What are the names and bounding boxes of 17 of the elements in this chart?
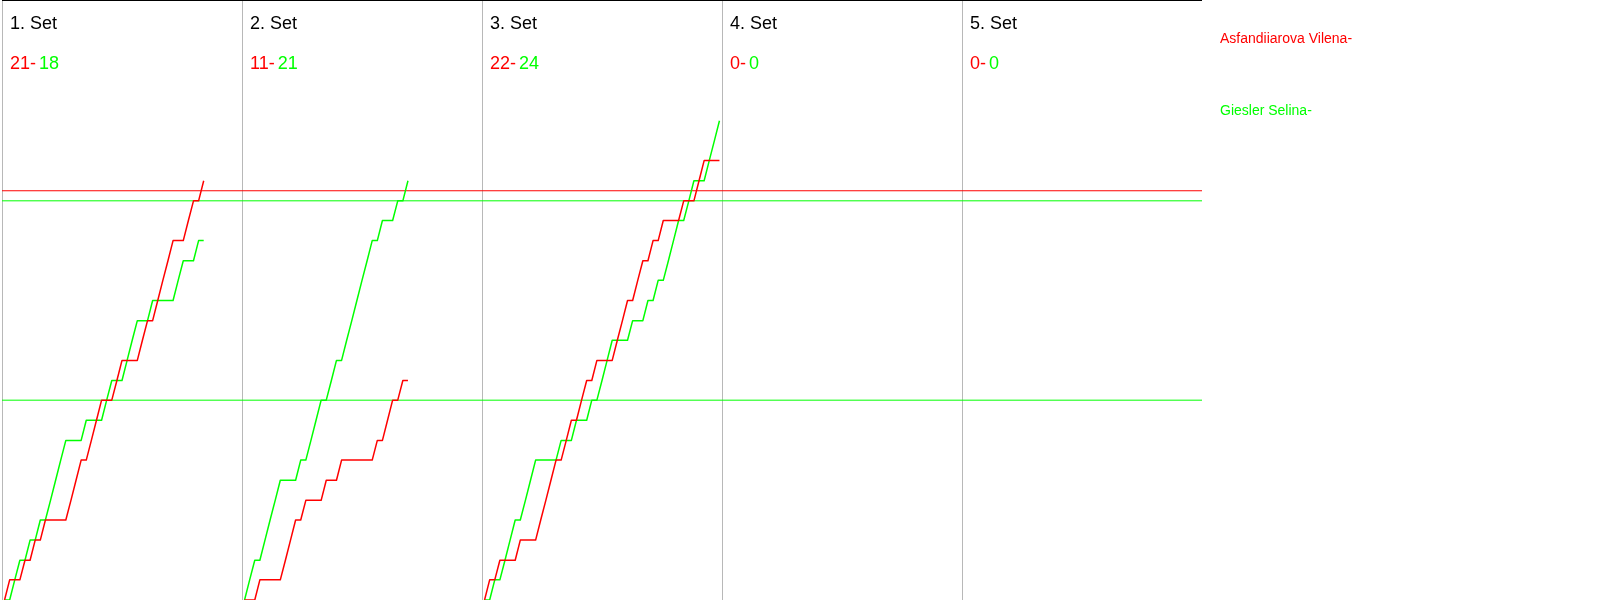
text: Giesler Selina-: [1220, 102, 1313, 120]
text: 0-: [730, 53, 747, 73]
text: 22-: [490, 53, 517, 73]
text: 24: [519, 53, 540, 73]
text: Asfandiiarova Vilena-: [1220, 30, 1353, 48]
text: 1. Set: [10, 13, 58, 33]
text: 2. Set: [250, 13, 298, 33]
text: 0: [989, 53, 1000, 73]
text: 5. Set: [970, 13, 1018, 33]
text: 18: [39, 53, 60, 73]
text: 21: [277, 53, 298, 73]
text: 0-: [970, 53, 987, 73]
text: 0: [749, 53, 760, 73]
text: 4. Set: [730, 13, 778, 33]
text: 3. Set: [490, 13, 538, 33]
text: 11-: [250, 53, 275, 73]
text: 21-: [10, 53, 37, 73]
